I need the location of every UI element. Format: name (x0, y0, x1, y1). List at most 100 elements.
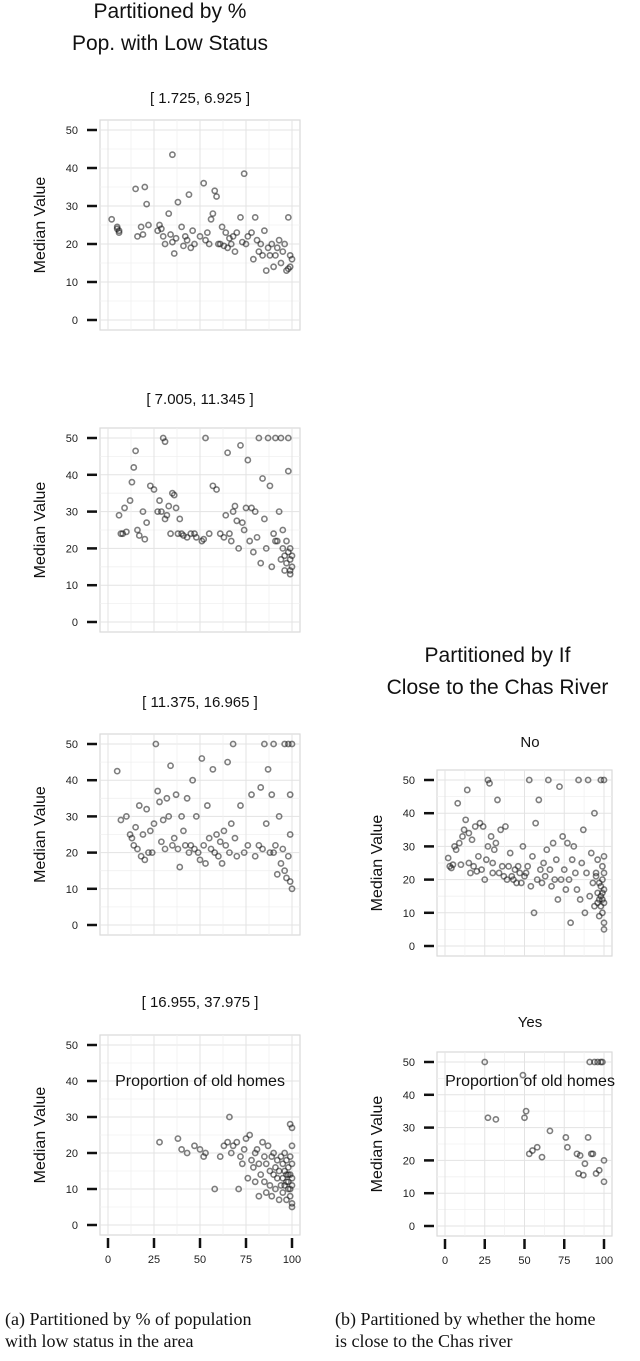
data-point (581, 1160, 589, 1168)
right-title-line-2: Close to the Chas River (386, 676, 609, 699)
data-point (227, 537, 235, 545)
y-tick-label: 0 (72, 1220, 78, 1232)
data-point (284, 213, 292, 221)
y-tick-label: 50 (66, 739, 78, 751)
panel-title-5: No (520, 734, 540, 751)
data-point (600, 1157, 608, 1164)
data-point (451, 843, 458, 850)
data-point (167, 231, 174, 238)
data-point (205, 530, 213, 538)
data-point (229, 232, 237, 240)
data-point (257, 1171, 265, 1178)
data-point (589, 879, 597, 887)
data-point (237, 802, 244, 809)
data-point (522, 869, 530, 877)
data-point (600, 926, 608, 933)
data-point (168, 841, 176, 849)
data-point (283, 537, 290, 545)
data-point (281, 240, 289, 248)
data-point (233, 852, 241, 860)
data-point (224, 244, 231, 252)
data-point (128, 834, 136, 842)
data-point (117, 816, 125, 824)
x-tick-label: 25 (148, 1254, 160, 1266)
data-point (460, 826, 468, 834)
data-point (220, 533, 228, 541)
data-point (537, 866, 544, 874)
data-point (132, 447, 139, 455)
data-point (288, 563, 296, 571)
data-point (238, 1160, 246, 1168)
data-point (222, 511, 230, 519)
data-point (249, 548, 257, 556)
y-tick-label: 10 (66, 1184, 78, 1196)
data-point (231, 834, 239, 842)
data-point (288, 1124, 296, 1132)
data-point (244, 1174, 252, 1182)
data-point (251, 852, 259, 860)
data-point (592, 872, 600, 880)
data-point (259, 475, 266, 482)
data-point (288, 1174, 296, 1182)
data-point (253, 1146, 261, 1153)
data-point (260, 740, 268, 748)
data-point (163, 794, 171, 802)
caption-b-line-2: is close to the Chas river (335, 1331, 513, 1351)
data-point (227, 1149, 235, 1157)
data-point (192, 813, 200, 820)
right-column-title: Partitioned by If Close to the Chas Rive… (355, 640, 640, 704)
data-point (522, 1107, 530, 1115)
data-point (216, 530, 224, 538)
data-point (492, 1116, 500, 1123)
data-point (551, 876, 559, 883)
data-point (161, 845, 169, 853)
data-point (123, 813, 130, 820)
data-point (597, 776, 605, 784)
data-point (552, 856, 560, 864)
data-point (492, 839, 500, 847)
data-point (132, 823, 139, 831)
data-point (237, 1153, 244, 1160)
data-point (517, 879, 525, 887)
data-point (213, 486, 220, 493)
data-point (272, 1185, 279, 1193)
data-point (130, 464, 138, 471)
data-point (246, 1131, 254, 1139)
scatter-panel-5: 0 10 20 30 40 50 Median Value (369, 769, 613, 957)
data-point (178, 1146, 185, 1153)
data-point (519, 1071, 527, 1079)
data-point (145, 849, 152, 856)
data-point (248, 504, 255, 512)
x-tick-label: 50 (518, 1255, 530, 1267)
scatter-panel-6: 0 10 20 30 40 50 0 25 50 75 100 Median Value (369, 1051, 613, 1267)
y-tick-label: 20 (66, 848, 78, 860)
data-point (286, 1192, 294, 1200)
data-point (132, 185, 139, 193)
data-point (226, 530, 233, 538)
data-point (255, 841, 263, 849)
data-point (248, 229, 255, 236)
data-point (251, 508, 259, 515)
data-point (200, 535, 208, 543)
y-tick-label: 10 (66, 277, 78, 289)
data-point (490, 846, 498, 854)
data-point (191, 240, 198, 248)
data-point (262, 267, 270, 274)
data-point (255, 1160, 263, 1168)
x-axis-label-left: Proportion of old homes (115, 1073, 285, 1090)
caption-b: (b) Partitioned by whether the home is c… (335, 1308, 640, 1352)
data-point (281, 1149, 289, 1157)
data-point (259, 251, 266, 259)
data-point (498, 862, 506, 870)
y-tick-label: 20 (66, 1148, 78, 1160)
data-point (584, 776, 592, 784)
data-point (468, 836, 476, 844)
data-point (143, 200, 151, 208)
data-point (183, 236, 191, 244)
data-point (227, 820, 235, 828)
data-point (235, 1185, 243, 1193)
data-point (134, 845, 141, 853)
data-point (519, 843, 527, 850)
data-point (196, 1146, 204, 1153)
scatter-panel-2: 0 10 20 30 40 50 Median Value (32, 427, 301, 633)
